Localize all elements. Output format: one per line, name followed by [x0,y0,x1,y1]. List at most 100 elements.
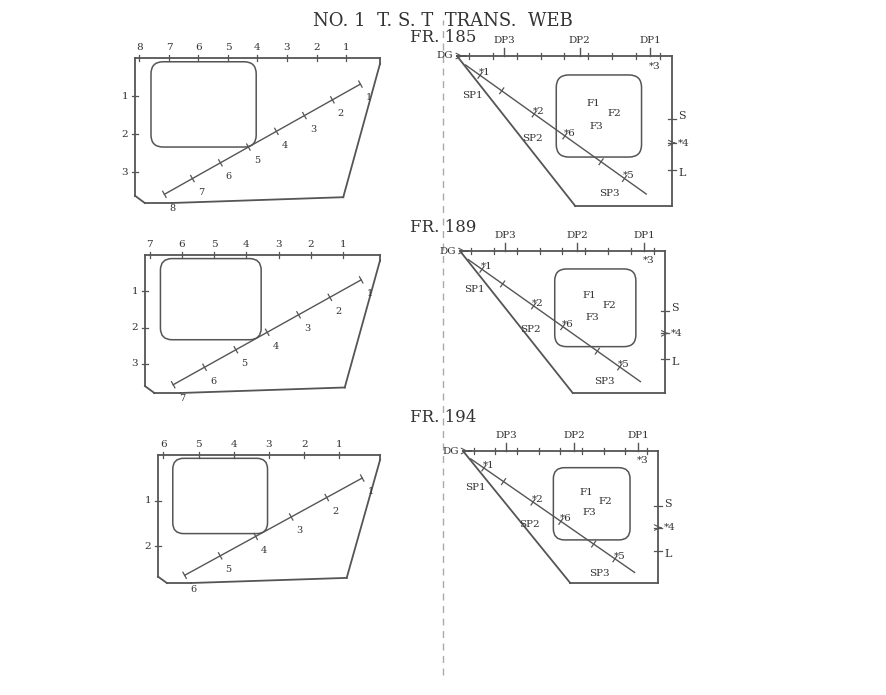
Text: DG: DG [439,247,456,256]
Text: *2: *2 [532,107,545,116]
Text: 3: 3 [284,43,291,52]
Text: 4: 4 [230,440,237,449]
Text: 5: 5 [195,440,202,449]
Text: 1: 1 [368,487,374,496]
Text: 7: 7 [166,43,172,52]
Text: *1: *1 [483,461,494,470]
Text: SP3: SP3 [600,189,620,198]
Text: 2: 2 [335,306,341,316]
Text: 6: 6 [210,377,216,386]
Text: DP1: DP1 [627,431,649,440]
Text: 1: 1 [367,289,373,298]
Text: 3: 3 [310,125,316,134]
Text: 5: 5 [226,565,231,574]
Text: F1: F1 [586,99,600,108]
Text: DG: DG [437,51,453,60]
Text: *2: *2 [532,299,544,308]
Text: S: S [671,303,679,313]
Text: *6: *6 [559,514,571,523]
Text: F3: F3 [589,122,602,131]
Text: S: S [678,111,686,121]
Text: SP2: SP2 [522,133,542,142]
Text: F1: F1 [583,291,596,300]
Text: 3: 3 [121,168,128,177]
Text: 6: 6 [190,584,196,594]
Text: FR. 189: FR. 189 [410,220,476,236]
Text: *2: *2 [532,495,543,504]
Text: FR. 194: FR. 194 [410,409,476,425]
Text: 2: 2 [338,109,344,118]
Text: 3: 3 [131,359,138,368]
Text: F1: F1 [579,489,593,497]
Text: *4: *4 [664,523,676,532]
Text: *6: *6 [563,129,575,138]
Text: DG: DG [442,446,459,455]
Text: 1: 1 [366,93,372,102]
Text: *3: *3 [649,62,661,71]
Text: 3: 3 [266,440,272,449]
Text: *5: *5 [613,552,626,561]
Text: SP2: SP2 [520,325,541,334]
Text: 1: 1 [339,240,346,249]
Text: 1: 1 [121,92,128,101]
Text: SP1: SP1 [463,285,485,293]
Text: 2: 2 [307,240,315,249]
Text: 4: 4 [273,342,279,351]
Text: 1: 1 [343,43,349,52]
Text: S: S [664,499,672,509]
Text: 2: 2 [301,440,307,449]
Text: F3: F3 [582,508,596,517]
Text: 1: 1 [131,287,138,296]
Text: 3: 3 [304,324,310,333]
Text: DP1: DP1 [633,231,656,240]
Text: DP3: DP3 [495,431,517,440]
Text: L: L [664,549,672,559]
Text: 1: 1 [336,440,343,449]
Text: SP3: SP3 [595,377,615,386]
Text: 8: 8 [136,43,143,52]
Text: *4: *4 [671,329,683,338]
Text: 6: 6 [160,440,167,449]
Text: 4: 4 [282,140,288,149]
Text: L: L [678,168,686,178]
Text: DP2: DP2 [566,231,587,240]
Text: *3: *3 [642,256,655,265]
Text: *1: *1 [480,262,493,271]
Text: 2: 2 [121,130,128,139]
Text: 7: 7 [198,188,204,197]
Text: 5: 5 [241,359,247,368]
Text: *6: *6 [562,320,573,329]
Text: 2: 2 [144,542,151,551]
Text: F2: F2 [598,497,612,506]
Text: L: L [671,357,679,367]
Text: *1: *1 [478,68,490,77]
Text: 6: 6 [179,240,185,249]
Text: SP3: SP3 [589,569,610,578]
Text: FR. 185: FR. 185 [410,29,476,47]
Text: 5: 5 [211,240,218,249]
Text: SP1: SP1 [465,483,486,492]
Text: 2: 2 [314,43,320,52]
Text: 7: 7 [146,240,153,249]
Text: *4: *4 [678,138,689,147]
Text: DP1: DP1 [640,36,661,45]
Text: 2: 2 [131,323,138,332]
Text: 4: 4 [261,546,268,555]
Text: 8: 8 [170,204,176,213]
Text: *5: *5 [623,172,634,181]
Text: 6: 6 [195,43,202,52]
Text: 4: 4 [243,240,250,249]
Text: DP3: DP3 [494,231,516,240]
Text: *3: *3 [636,456,649,465]
Text: 2: 2 [332,507,338,516]
Text: F2: F2 [607,108,621,117]
Text: DP2: DP2 [563,431,585,440]
Text: 3: 3 [297,526,303,535]
Text: NO. 1  T. S. T  TRANS.  WEB: NO. 1 T. S. T TRANS. WEB [313,12,573,30]
Text: 3: 3 [276,240,282,249]
Text: 5: 5 [225,43,231,52]
Text: DP3: DP3 [494,36,515,45]
Text: F2: F2 [602,301,617,309]
Text: 4: 4 [254,43,260,52]
Text: SP1: SP1 [462,91,483,100]
